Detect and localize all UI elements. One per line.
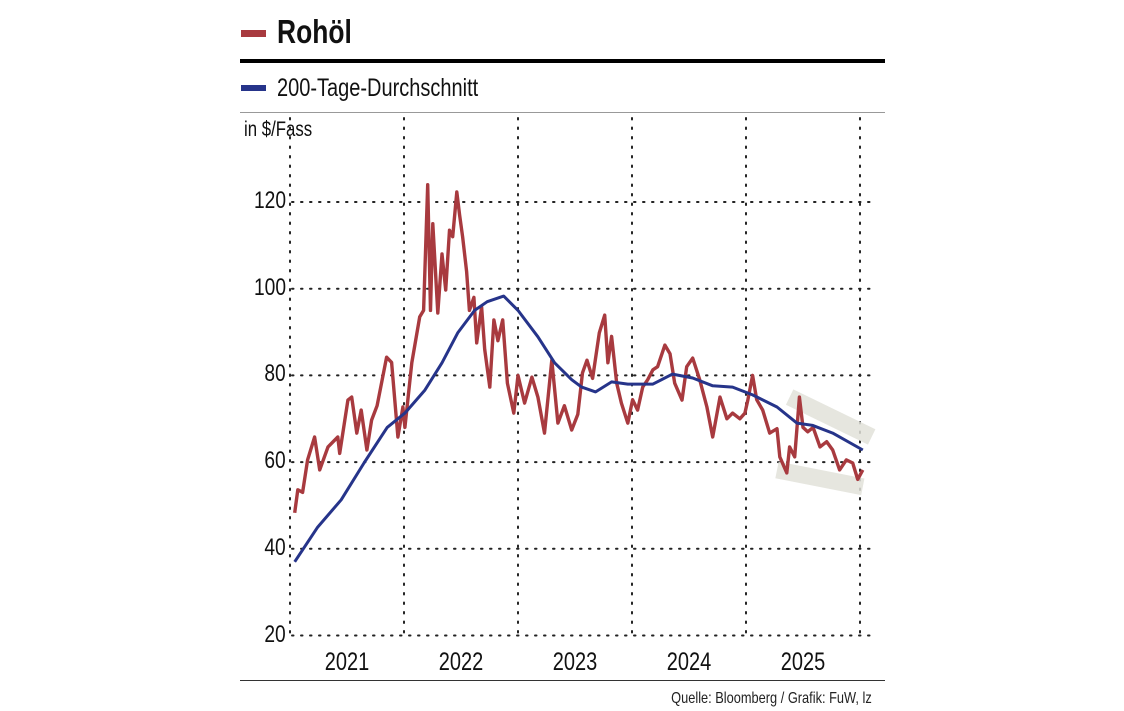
y-axis-label: in $/Fass (244, 118, 313, 141)
y-tick-label: 80 (264, 360, 286, 388)
legend-swatch-rohoel (241, 30, 266, 37)
legend-rule (240, 112, 885, 113)
y-tick-label: 20 (264, 620, 286, 648)
x-tick-label: 2025 (780, 648, 826, 676)
bottom-rule (240, 680, 885, 681)
legend-label-ma: 200-Tage-Durchschnitt (277, 74, 479, 102)
trend-channel-upper (785, 389, 876, 445)
chart-title: Rohöl (277, 13, 352, 50)
legend-swatch-ma (241, 85, 266, 91)
source-note: Quelle: Bloomberg / Grafik: FuW, lz (671, 690, 872, 707)
y-tick-label: 100 (253, 273, 286, 301)
y-tick-label: 120 (253, 187, 286, 214)
trend-channel-lower (775, 461, 865, 496)
title-rule (240, 59, 885, 63)
x-tick-label: 2023 (552, 648, 598, 676)
x-tick-label: 2021 (324, 648, 370, 676)
x-tick-label: 2024 (666, 648, 712, 676)
x-tick-label: 2022 (438, 648, 484, 676)
y-tick-label: 60 (264, 447, 286, 475)
y-tick-label: 40 (264, 533, 286, 561)
series-line-200-day-average (293, 294, 864, 563)
series-line-rohoel (293, 183, 865, 514)
